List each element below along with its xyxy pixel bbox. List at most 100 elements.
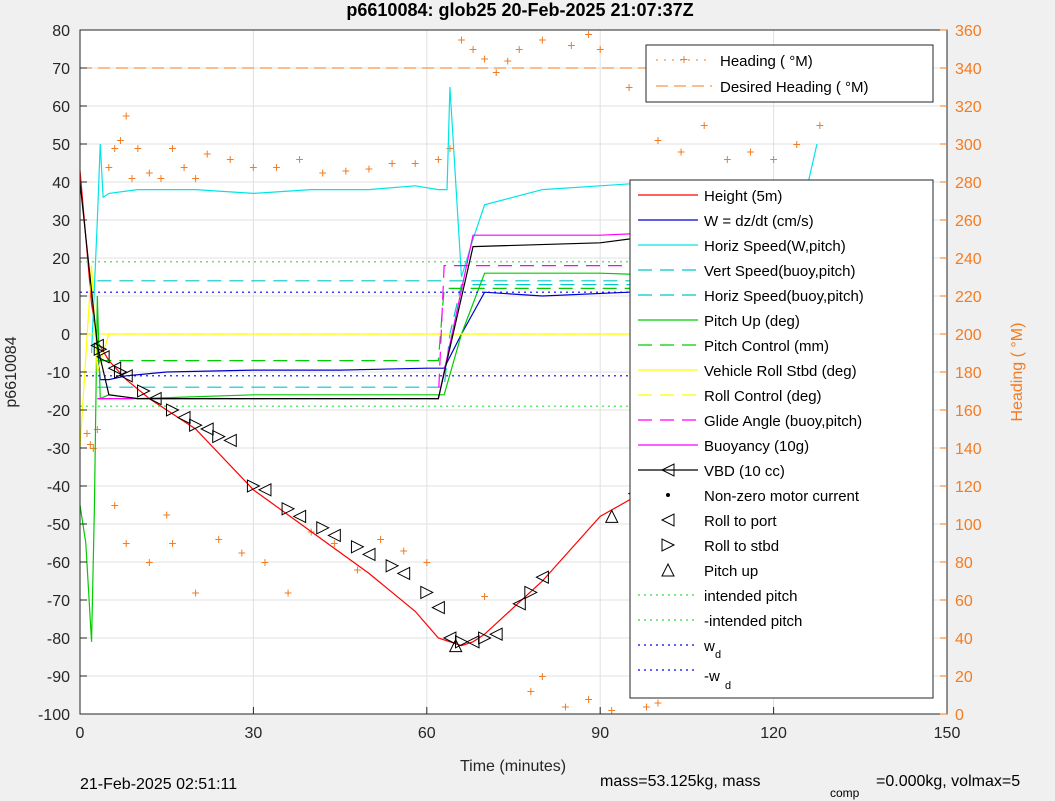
roll-to-port-marker bbox=[90, 338, 104, 353]
roll-to-stbd-marker bbox=[420, 585, 434, 600]
y2-axis-label: Heading ( °M) bbox=[1009, 323, 1026, 422]
heading-point: + bbox=[116, 132, 124, 148]
y2-tick-label: 100 bbox=[955, 517, 982, 534]
heading-point: + bbox=[111, 140, 119, 156]
legend-label-vbd: VBD (10 cc) bbox=[704, 463, 785, 480]
x-axis-label: Time (minutes) bbox=[460, 758, 566, 775]
x-tick-label: 90 bbox=[591, 725, 609, 742]
data-layer: +++++++++++ +++++ + + + ++ + + + + +++++++++ ++++++… bbox=[79, 26, 832, 718]
y-tick-label: -70 bbox=[47, 593, 70, 610]
heading-point: + bbox=[585, 26, 593, 42]
desired-heading-legend-label: Desired Heading ( °M) bbox=[720, 79, 869, 96]
y-tick-label: -50 bbox=[47, 517, 70, 534]
heading-point: + bbox=[145, 554, 153, 570]
y2-tick-label: 20 bbox=[955, 669, 973, 686]
heading-point: + bbox=[642, 698, 650, 714]
heading-point: + bbox=[816, 117, 824, 133]
heading-legend-label: Heading ( °M) bbox=[720, 53, 813, 70]
legend-label-intended-pitch: intended pitch bbox=[704, 588, 797, 605]
legend-swatch-roll-to-port bbox=[660, 513, 675, 527]
y2-tick-label: 200 bbox=[955, 327, 982, 344]
y-tick-label: -90 bbox=[47, 669, 70, 686]
legend-label-pitch-control: Pitch Control (mm) bbox=[704, 338, 829, 355]
x-tick-label: 30 bbox=[245, 725, 263, 742]
pitch-up-marker bbox=[604, 509, 619, 523]
heading-point: + bbox=[469, 41, 477, 57]
roll-to-port-marker bbox=[96, 349, 110, 364]
legend-label-neg-intended-pitch: -intended pitch bbox=[704, 613, 802, 630]
y-tick-label: 50 bbox=[52, 137, 70, 154]
heading-point: + bbox=[527, 683, 535, 699]
y2-tick-label: 360 bbox=[955, 23, 982, 40]
roll-to-port-marker bbox=[361, 547, 376, 562]
y-tick-label: 30 bbox=[52, 213, 70, 230]
heading-point: + bbox=[122, 108, 130, 124]
legend-label-glide-angle: Glide Angle (buoy,pitch) bbox=[704, 413, 862, 430]
roll-to-stbd-marker bbox=[212, 429, 226, 444]
roll-to-port-marker bbox=[327, 528, 341, 543]
heading-point: + bbox=[215, 531, 223, 547]
heading-point: + bbox=[538, 668, 546, 684]
legend-label-roll-to-port: Roll to port bbox=[704, 513, 777, 530]
heading-point: + bbox=[423, 554, 431, 570]
y2-tick-label: 240 bbox=[955, 251, 982, 268]
heading-point: + bbox=[284, 584, 292, 600]
y-tick-label: 70 bbox=[52, 61, 70, 78]
roll-to-stbd-marker bbox=[137, 384, 151, 398]
footer-volmax: =0.000kg, volmax=5 bbox=[876, 773, 1020, 790]
y-tick-label: -30 bbox=[47, 441, 70, 458]
y2-tick-label: 140 bbox=[955, 441, 982, 458]
heading-point: + bbox=[330, 535, 338, 551]
y2-tick-label: 180 bbox=[955, 365, 982, 382]
heading-point: + bbox=[272, 159, 280, 175]
heading-legend: + Heading ( °M) Desired Heading ( °M) bbox=[645, 44, 934, 103]
footer-timestamp: 21-Feb-2025 02:51:11 bbox=[80, 776, 237, 793]
y2-tick-label: 340 bbox=[955, 61, 982, 78]
y-tick-label: 10 bbox=[52, 289, 70, 306]
heading-point: + bbox=[203, 146, 211, 162]
legend-label-motor-current: Non-zero motor current bbox=[704, 488, 860, 505]
y-tick-label: -80 bbox=[47, 631, 70, 648]
heading-point: + bbox=[434, 151, 442, 167]
roll-to-stbd-marker bbox=[113, 365, 128, 379]
roll-to-stbd-marker bbox=[454, 634, 469, 649]
heading-point: + bbox=[561, 698, 569, 714]
heading-point: + bbox=[122, 535, 130, 551]
legend-swatch-pitch-up bbox=[661, 562, 675, 577]
heading-point: + bbox=[145, 165, 153, 181]
heading-point: + bbox=[111, 497, 119, 513]
y-axis-label: p6610084 bbox=[3, 336, 20, 407]
roll-to-port-marker bbox=[148, 391, 162, 406]
heading-point: + bbox=[492, 64, 500, 80]
y2-tick-label: 320 bbox=[955, 99, 982, 116]
y2-tick-label: 260 bbox=[955, 213, 982, 230]
y2-tick-label: 120 bbox=[955, 479, 982, 496]
heading-point: + bbox=[134, 140, 142, 156]
roll-to-port-marker bbox=[176, 410, 191, 425]
y2-tick-label: 60 bbox=[955, 593, 973, 610]
footer-mass: mass=53.125kg, mass bbox=[600, 773, 761, 790]
roll-to-port-marker bbox=[431, 600, 445, 615]
heading-point: + bbox=[226, 151, 234, 167]
footer-mass-subscript: comp bbox=[830, 786, 860, 800]
legend-swatch-roll-to-stbd bbox=[661, 538, 676, 552]
y2-tick-label: 40 bbox=[955, 631, 973, 648]
heading-point: + bbox=[677, 144, 685, 160]
x-tick-label: 60 bbox=[418, 725, 436, 742]
roll-to-port-marker bbox=[257, 482, 272, 497]
legend-label-roll-control: Roll Control (deg) bbox=[704, 388, 822, 405]
tick-labels: 0 30 60 90 120 15080706050403020100-10-20-30-… bbox=[38, 23, 982, 742]
heading-legend-box bbox=[645, 44, 934, 103]
chart-title: p6610084: glob25 20-Feb-2025 21:07:37Z bbox=[346, 0, 693, 20]
y2-tick-label: 220 bbox=[955, 289, 982, 306]
heading-point: + bbox=[249, 159, 257, 175]
roll-to-port-marker bbox=[119, 368, 133, 383]
legend-label-neg-wd: -w bbox=[704, 668, 720, 685]
heading-point: + bbox=[261, 554, 269, 570]
y-tick-label: -60 bbox=[47, 555, 70, 572]
y2-tick-label: 0 bbox=[955, 707, 964, 724]
heading-point: + bbox=[168, 140, 176, 156]
heading-point: + bbox=[388, 155, 396, 171]
y-tick-label: -10 bbox=[47, 365, 70, 382]
y-tick-label: -20 bbox=[47, 403, 70, 420]
